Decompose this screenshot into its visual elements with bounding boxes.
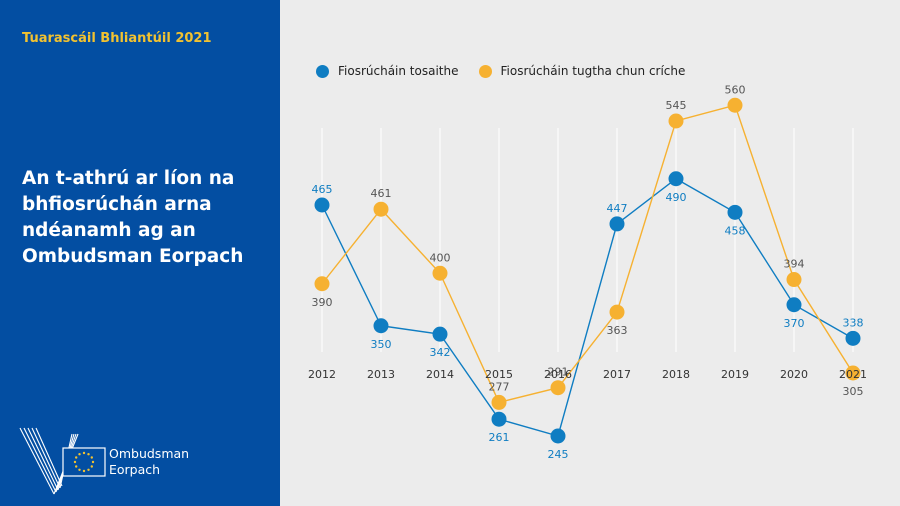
legend-swatch-opened [316, 64, 329, 78]
page-title: An t-athrú ar líon na bhfiosrúchán arna … [22, 168, 244, 267]
point-s0-2012 [314, 197, 330, 213]
logo-text: Ombudsman Eorpach [109, 446, 189, 478]
point-s1-2019 [727, 97, 743, 113]
data-label-s1-2014: 400 [430, 251, 451, 264]
legend: Fiosrúcháin tosaithe Fiosrúcháin tugtha … [316, 64, 705, 78]
point-s0-2019 [727, 204, 743, 220]
x-tick-2014: 2014 [426, 368, 454, 381]
data-label-s1-2012: 390 [312, 296, 333, 309]
legend-swatch-closed [478, 64, 492, 78]
data-label-s1-2017: 363 [607, 324, 628, 337]
point-s1-2016 [550, 380, 566, 396]
x-tick-2019: 2019 [721, 368, 749, 381]
data-label-s1-2019: 560 [725, 83, 746, 96]
point-s1-2012 [314, 276, 330, 292]
data-label-s1-2016: 291 [548, 366, 569, 379]
data-label-s1-2015: 277 [489, 380, 510, 393]
x-tick-2013: 2013 [367, 368, 395, 381]
data-label-s0-2012: 465 [312, 183, 333, 196]
legend-label-opened: Fiosrúcháin tosaithe [338, 64, 459, 78]
report-title: Tuarascáil Bhliantúil 2021 [22, 31, 212, 46]
data-label-s0-2019: 458 [725, 224, 746, 237]
data-label-s1-2020: 394 [784, 258, 805, 271]
data-label-s0-2018: 490 [666, 191, 687, 204]
data-label-s0-2015: 261 [489, 431, 510, 444]
point-s1-2015 [491, 394, 507, 410]
point-s0-2015 [491, 411, 507, 427]
x-tick-2017: 2017 [603, 368, 631, 381]
x-tick-2021: 2021 [839, 368, 867, 381]
point-s1-2017 [609, 304, 625, 320]
data-label-s1-2021: 305 [843, 385, 864, 398]
point-s0-2021 [845, 330, 861, 346]
point-s0-2018 [668, 171, 684, 187]
x-tick-2016: 2016 [544, 368, 572, 381]
legend-item-closed: Fiosrúcháin tugtha chun críche [478, 64, 686, 78]
point-s0-2016 [550, 428, 566, 444]
x-tick-2015: 2015 [485, 368, 513, 381]
point-s0-2020 [786, 297, 802, 313]
data-label-s0-2017: 447 [607, 202, 628, 215]
data-label-s0-2016: 245 [548, 448, 569, 461]
data-label-s0-2021: 338 [843, 316, 864, 329]
line-chart: 465 350 342 261 245 447 490 458 370 338 390 461 400 2… [308, 83, 867, 461]
legend-label-closed: Fiosrúcháin tugtha chun críche [500, 64, 686, 78]
x-tick-2012: 2012 [308, 368, 336, 381]
logo-line1: Ombudsman [109, 446, 190, 461]
x-tick-2020: 2020 [780, 368, 808, 381]
point-s0-2017 [609, 216, 625, 232]
legend-item-opened: Fiosrúcháin tosaithe [316, 64, 459, 78]
data-label-s1-2013: 461 [371, 187, 392, 200]
data-label-s0-2013: 350 [371, 338, 392, 351]
ombudsman-logo [19, 427, 106, 495]
series-line-0 [321, 177, 854, 437]
point-s1-2021 [845, 365, 861, 381]
point-s0-2013 [373, 318, 389, 334]
point-s1-2018 [668, 113, 684, 129]
point-s0-2014 [432, 326, 448, 342]
x-tick-2018: 2018 [662, 368, 690, 381]
logo-line2: Eorpach [109, 462, 161, 477]
data-label-s0-2014: 342 [430, 346, 451, 359]
point-s1-2013 [373, 201, 389, 217]
point-s1-2020 [786, 272, 802, 288]
data-label-s1-2018: 545 [666, 99, 687, 112]
sidebar: Tuarascáil Bhliantúil 2021 An t-athrú ar… [0, 0, 280, 506]
data-label-s0-2020: 370 [784, 317, 805, 330]
series-line-1 [321, 104, 854, 404]
point-s1-2014 [432, 265, 448, 281]
